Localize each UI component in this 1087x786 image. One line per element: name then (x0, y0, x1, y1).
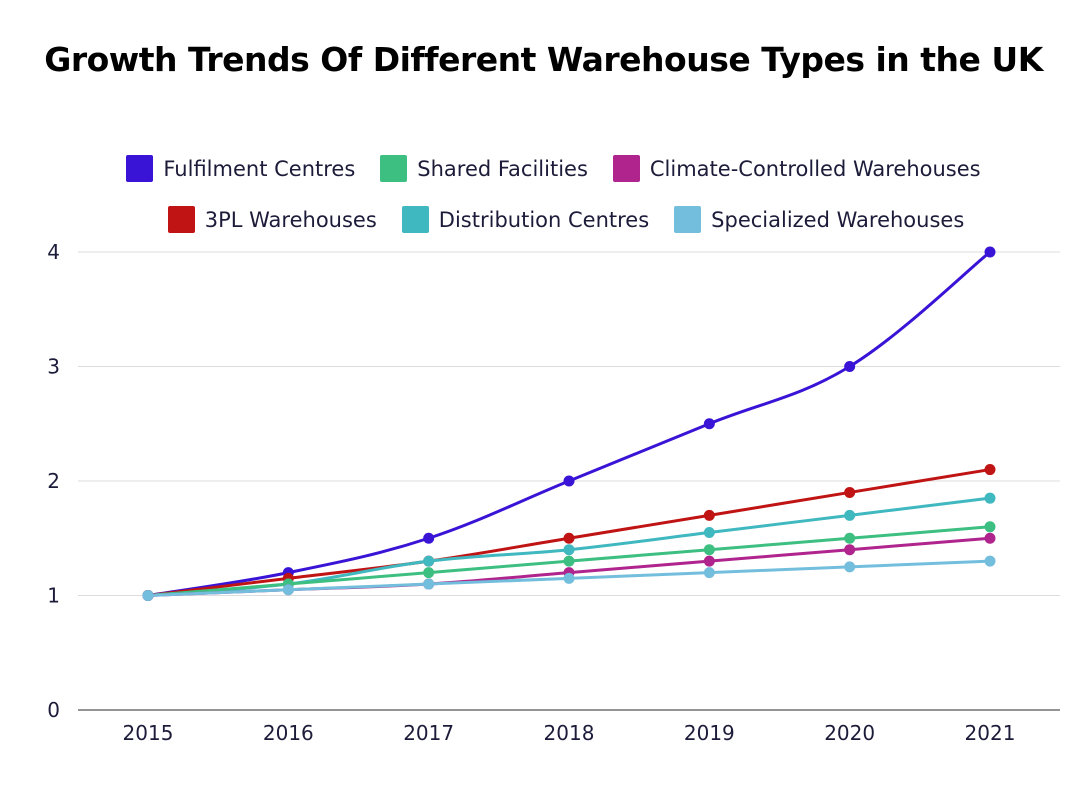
chart-title: Growth Trends Of Different Warehouse Typ… (44, 40, 1043, 79)
legend-swatch (674, 206, 702, 233)
data-point (703, 509, 715, 521)
data-point (563, 475, 575, 487)
data-point (563, 555, 575, 567)
data-point (703, 544, 715, 556)
legend-label: 3PL Warehouses (204, 207, 377, 232)
data-point (563, 572, 575, 584)
data-point (984, 532, 996, 544)
x-tick-label: 2016 (263, 721, 314, 745)
data-point (563, 544, 575, 556)
legend-label: Shared Facilities (417, 156, 588, 181)
legend-swatch (126, 155, 154, 182)
x-tick-label: 2018 (544, 721, 595, 745)
legend-item-fulfilment-centres[interactable]: Fulfilment Centres (126, 155, 355, 182)
data-point (282, 584, 294, 596)
legend-label: Fulfilment Centres (163, 156, 356, 181)
data-point (844, 486, 856, 498)
y-tick-label: 0 (47, 698, 60, 722)
data-point (844, 361, 856, 372)
data-point (703, 555, 715, 567)
legend-swatch (612, 155, 640, 182)
legend-item-distribution-centres[interactable]: Distribution Centres (401, 206, 650, 233)
data-point (984, 246, 996, 258)
legend-row-1: Fulfilment Centres Shared Facilities Cli… (0, 155, 1087, 182)
legend-row-2: 3PL Warehouses Distribution Centres Spec… (0, 206, 1087, 233)
data-point (984, 555, 996, 567)
y-tick-label: 4 (47, 240, 60, 264)
legend-label: Climate-Controlled Warehouses (649, 156, 981, 181)
x-tick-label: 2017 (403, 721, 454, 745)
x-tick-label: 2015 (123, 721, 174, 745)
y-tick-label: 3 (47, 355, 60, 379)
y-tick-label: 2 (47, 469, 60, 493)
series-line (146, 250, 992, 597)
data-point (984, 521, 996, 533)
data-point (703, 418, 715, 430)
data-point (844, 532, 856, 544)
legend-label: Distribution Centres (438, 207, 650, 232)
data-point (844, 561, 856, 573)
legend-item-climate-controlled[interactable]: Climate-Controlled Warehouses (612, 155, 981, 182)
data-point (142, 590, 154, 601)
data-point (984, 464, 996, 476)
legend-item-specialized-warehouses[interactable]: Specialized Warehouses (674, 206, 964, 233)
data-point (844, 509, 856, 521)
data-point (703, 567, 715, 579)
legend-swatch (380, 155, 408, 182)
data-point (563, 532, 575, 544)
data-point (984, 492, 996, 504)
data-point (703, 527, 715, 539)
data-point (423, 567, 435, 579)
data-point (423, 532, 435, 544)
x-tick-label: 2021 (965, 721, 1016, 745)
legend-label: Specialized Warehouses (711, 207, 965, 232)
data-point (423, 555, 435, 567)
legend-item-3pl-warehouses[interactable]: 3PL Warehouses (167, 206, 377, 233)
data-point (423, 578, 435, 590)
x-tick-label: 2019 (684, 721, 735, 745)
y-tick-label: 1 (47, 584, 60, 608)
legend-swatch (167, 206, 195, 233)
legend-swatch (401, 206, 429, 233)
legend-item-shared-facilities[interactable]: Shared Facilities (380, 155, 588, 182)
x-tick-label: 2020 (824, 721, 875, 745)
data-point (844, 544, 856, 556)
